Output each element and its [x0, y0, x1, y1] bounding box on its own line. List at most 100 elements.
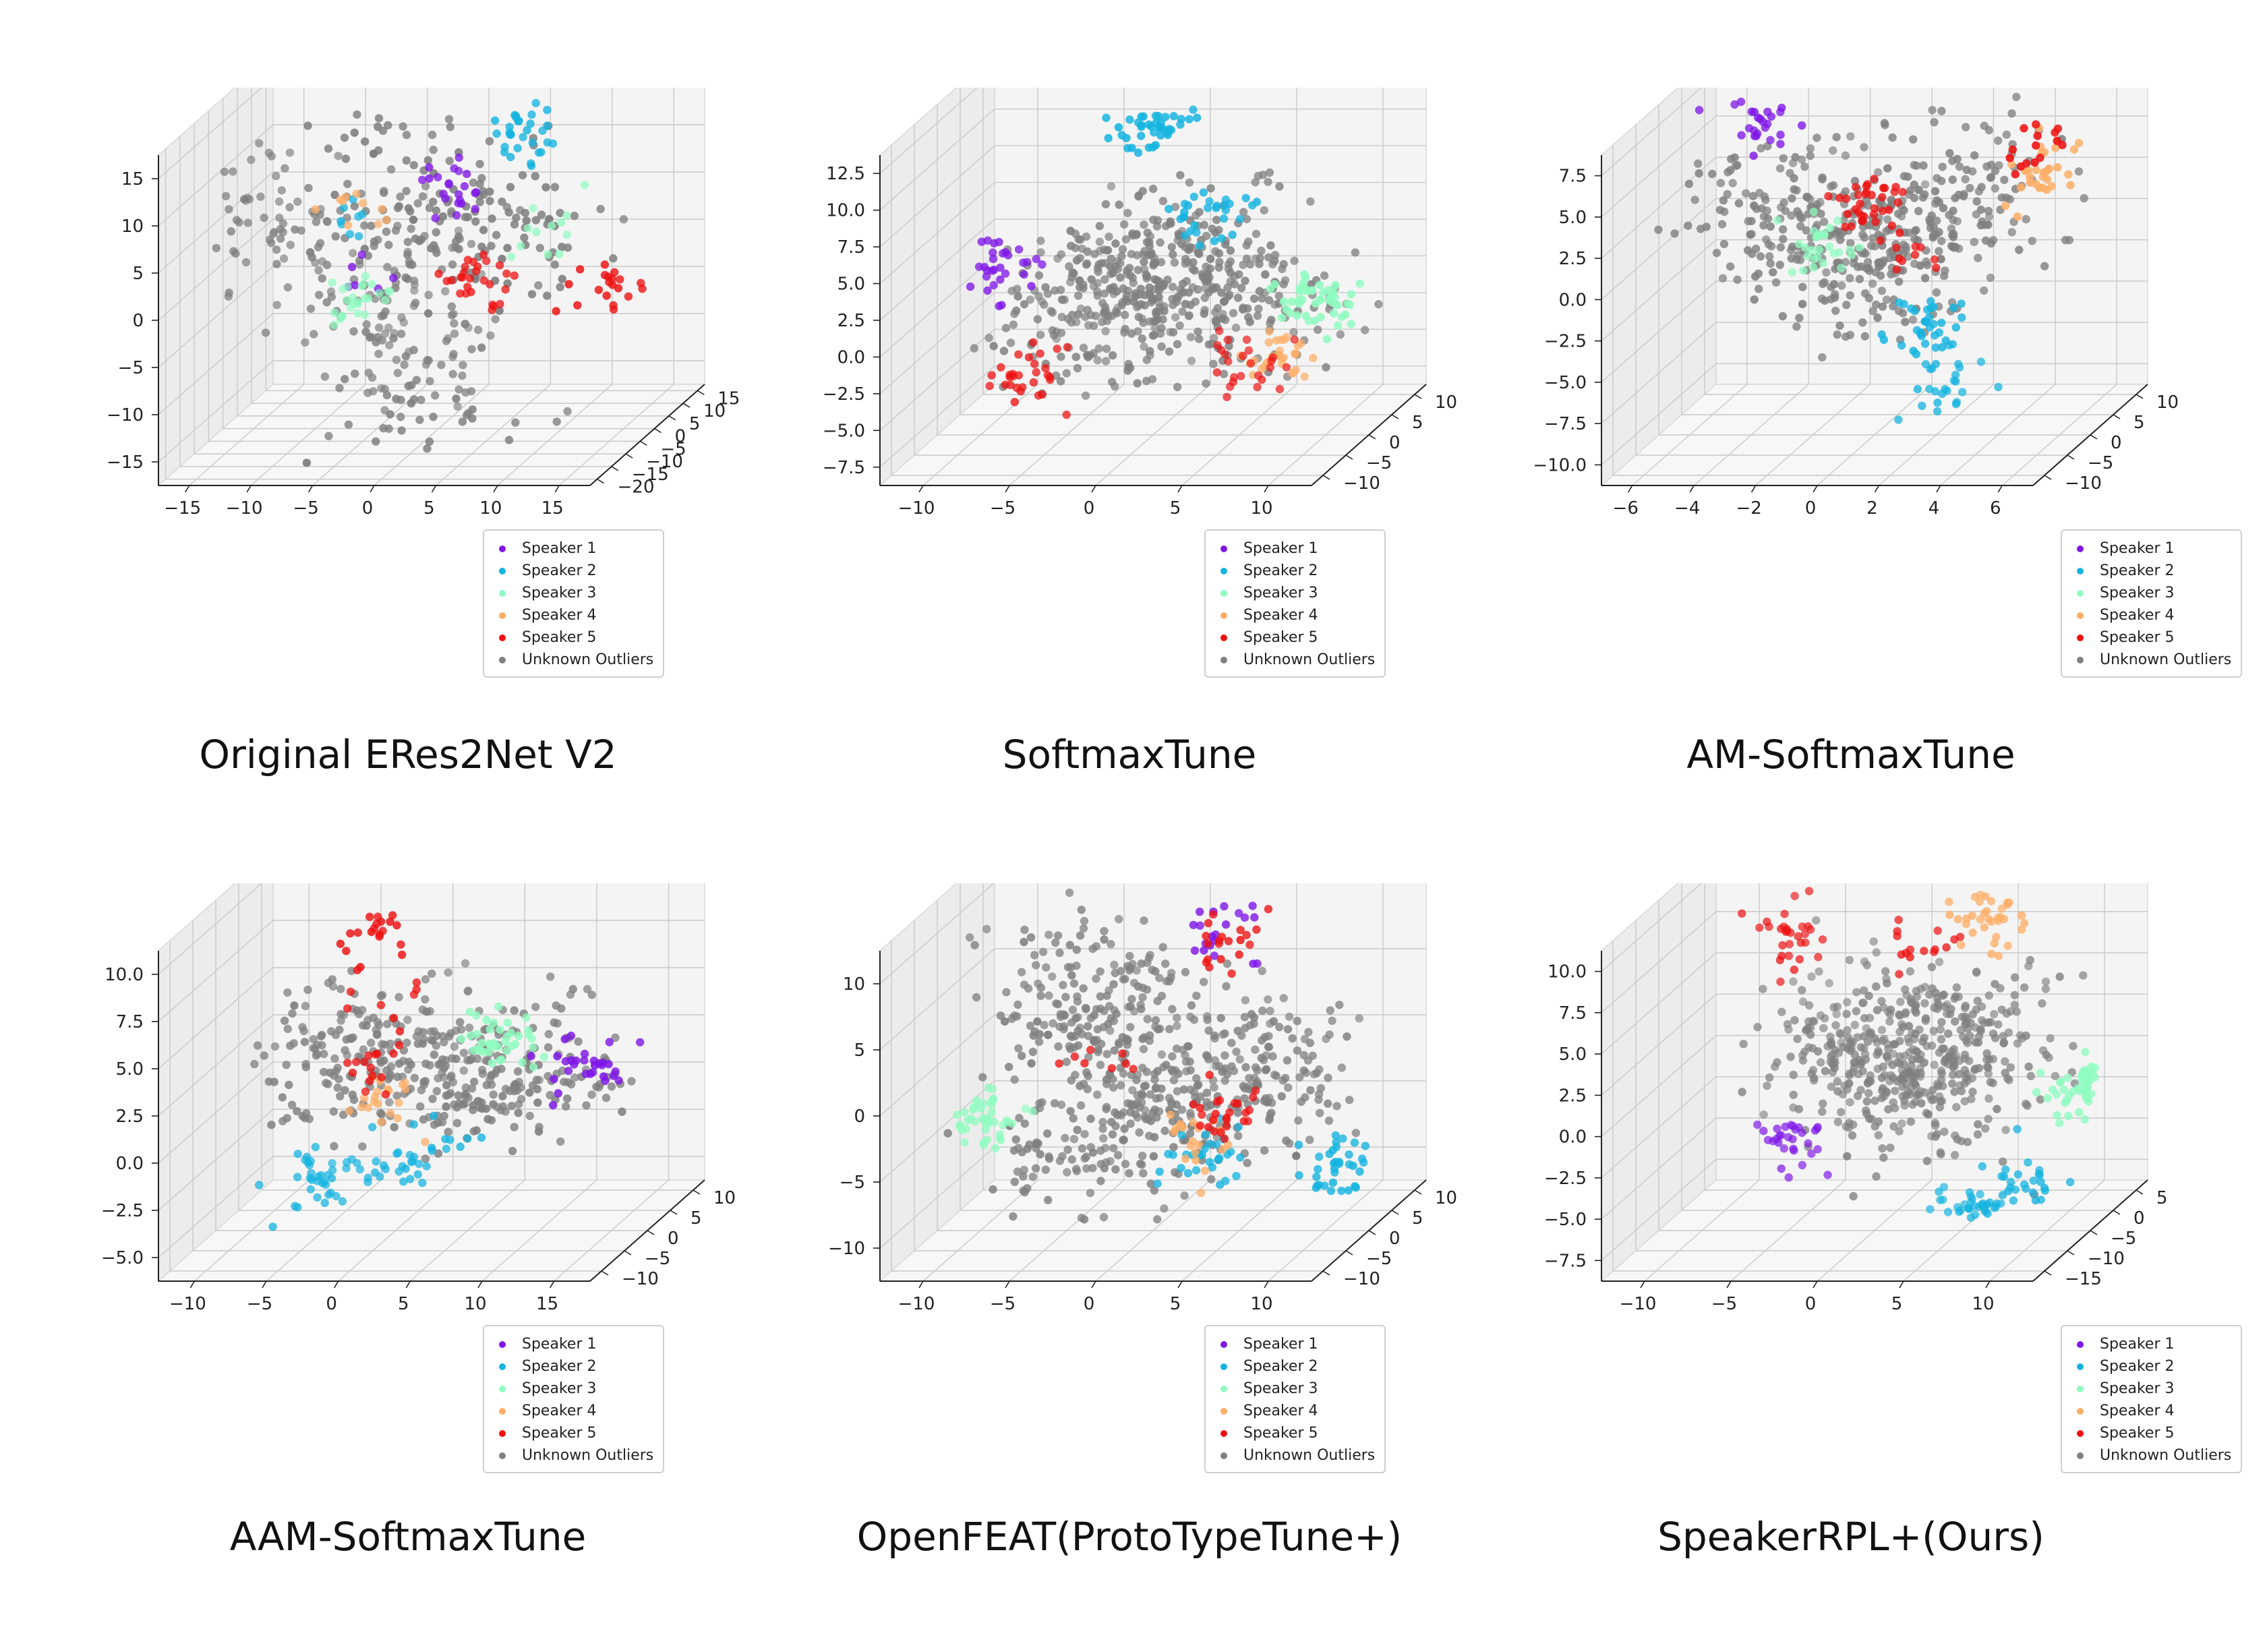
data-point: [393, 1072, 402, 1082]
data-point: [2026, 955, 2034, 965]
data-point: [1173, 1087, 1182, 1096]
x-tick-label: −2: [1736, 498, 1761, 519]
data-point: [1065, 941, 1074, 949]
data-point: [1123, 208, 1132, 218]
data-point: [1125, 951, 1134, 961]
data-point: [513, 1067, 523, 1076]
data-point: [1792, 322, 1801, 331]
data-point: [581, 1069, 591, 1078]
data-point: [1284, 1083, 1293, 1092]
data-point: [1259, 171, 1268, 179]
data-point: [1117, 1081, 1125, 1090]
scatter-points: [1738, 887, 2100, 1222]
y-tick-label: 10: [2156, 392, 2179, 413]
data-point: [1347, 320, 1355, 328]
data-point: [1229, 1067, 1239, 1075]
data-point: [1153, 1179, 1162, 1188]
data-point: [1819, 217, 1829, 227]
data-point: [1137, 1005, 1146, 1013]
z-tick-label: 5: [132, 264, 144, 284]
data-point: [300, 1038, 310, 1046]
data-point: [556, 283, 564, 291]
data-point: [1186, 1141, 1195, 1150]
data-point: [1889, 1122, 1898, 1131]
data-point: [1775, 955, 1784, 965]
data-point: [1824, 191, 1833, 201]
data-point: [599, 1072, 608, 1081]
legend-label: Unknown Outliers: [1243, 1447, 1376, 1464]
data-point: [1108, 351, 1117, 360]
data-point: [1186, 1109, 1195, 1117]
legend-item: Unknown Outliers: [2071, 649, 2231, 671]
data-point: [1248, 201, 1257, 210]
series-speaker-5: [336, 911, 421, 1099]
data-point: [564, 1067, 573, 1075]
data-point: [409, 990, 419, 999]
x-tick-label: −10: [1620, 1294, 1657, 1314]
data-point: [1119, 1135, 1127, 1144]
data-point: [1654, 225, 1663, 234]
data-point: [510, 271, 519, 280]
data-point: [389, 274, 398, 283]
data-point: [2036, 1069, 2045, 1078]
data-point: [1897, 256, 1907, 266]
data-point: [320, 372, 330, 381]
data-point: [527, 110, 536, 119]
data-point: [543, 121, 552, 130]
data-point: [2032, 1088, 2041, 1097]
data-point: [390, 1123, 399, 1131]
data-point: [1848, 1131, 1857, 1140]
data-point: [442, 336, 451, 345]
data-point: [1765, 1073, 1774, 1082]
data-point: [1095, 237, 1105, 246]
data-point: [2015, 245, 2024, 254]
y-tick-label: −5: [2111, 1229, 2136, 1249]
data-point: [1954, 190, 1964, 200]
data-point: [1931, 359, 1941, 368]
data-point: [1830, 293, 1839, 302]
data-point: [1730, 100, 1739, 109]
data-point: [2020, 1180, 2029, 1189]
data-point: [1809, 207, 1818, 216]
legend-marker: [499, 589, 506, 597]
data-point: [1920, 1088, 1929, 1097]
data-point: [332, 1191, 341, 1201]
data-point: [1920, 317, 1930, 326]
data-point: [1747, 216, 1756, 226]
data-point: [1149, 184, 1158, 194]
data-point: [1944, 1029, 1953, 1038]
data-point: [1778, 941, 1787, 950]
data-point: [1332, 1142, 1341, 1152]
data-point: [531, 216, 541, 225]
data-point: [1095, 246, 1105, 256]
data-point: [1012, 1012, 1022, 1021]
data-point: [425, 437, 434, 446]
data-point: [402, 187, 411, 196]
data-point: [477, 1065, 487, 1074]
data-point: [1925, 990, 1934, 999]
legend-label: Speaker 1: [522, 540, 597, 557]
data-point: [330, 1054, 339, 1063]
data-point: [1013, 1000, 1022, 1009]
data-point: [1205, 1158, 1214, 1167]
data-point: [1086, 1045, 1095, 1055]
legend-item: Speaker 2: [494, 1355, 653, 1378]
data-point: [1957, 313, 1966, 322]
data-point: [531, 98, 540, 108]
data-point: [1865, 1076, 1874, 1085]
data-point: [1251, 1045, 1260, 1054]
data-point: [1181, 259, 1189, 268]
data-point: [354, 232, 363, 241]
data-point: [2074, 167, 2084, 176]
data-point: [1185, 178, 1194, 187]
data-point: [1090, 1011, 1098, 1020]
data-point: [1245, 940, 1254, 949]
data-point: [384, 241, 393, 249]
data-point: [361, 272, 370, 281]
data-point: [1128, 960, 1137, 968]
data-point: [293, 197, 302, 206]
data-point: [1174, 229, 1183, 239]
data-point: [1093, 264, 1102, 272]
data-point: [2036, 153, 2044, 163]
data-point: [1166, 1111, 1175, 1119]
